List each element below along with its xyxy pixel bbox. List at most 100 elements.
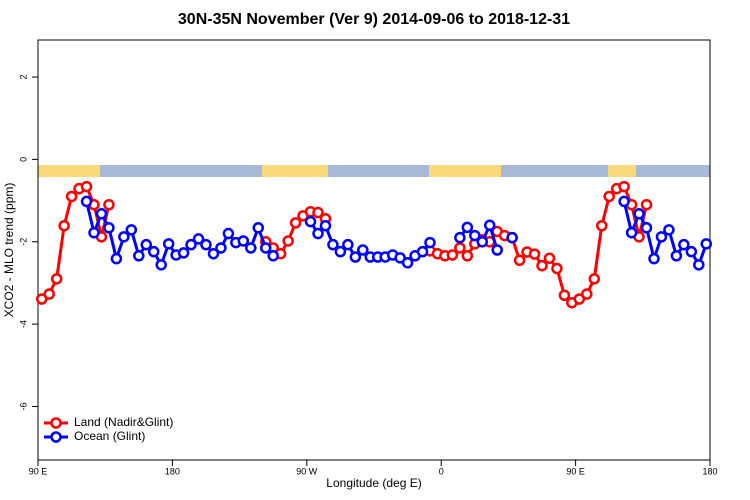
y-tick-label: -6 [18, 402, 28, 410]
point [259, 242, 272, 254]
point [670, 250, 683, 262]
point [80, 180, 93, 193]
point [319, 219, 332, 232]
point [58, 219, 70, 232]
point [595, 219, 608, 232]
surface-band [38, 165, 710, 177]
point [110, 252, 123, 265]
point [424, 236, 436, 249]
point [35, 293, 48, 305]
point [133, 250, 145, 262]
point [312, 206, 324, 219]
point [43, 288, 55, 300]
point [543, 252, 556, 264]
point [648, 252, 660, 265]
point [678, 238, 690, 251]
point [469, 229, 481, 242]
point [618, 180, 630, 193]
point [177, 247, 190, 259]
point [588, 273, 601, 285]
x-tick-label: 90 E [566, 466, 585, 476]
point [289, 217, 302, 229]
point [207, 247, 220, 260]
point [655, 231, 668, 243]
chart-title: 30N-35N November (Ver 9) 2014-09-06 to 2… [178, 11, 570, 28]
x-tick-label: 90 W [296, 466, 318, 476]
point [200, 238, 212, 251]
point [551, 262, 563, 275]
y-tick-label: 2 [18, 75, 28, 80]
point [513, 254, 526, 267]
point [65, 190, 78, 203]
point [700, 238, 713, 250]
point [50, 273, 63, 285]
point [103, 222, 115, 234]
ocean-band [38, 165, 710, 177]
point [95, 208, 108, 220]
legend-label: Ocean (Glint) [74, 429, 145, 443]
point [103, 198, 115, 211]
point [640, 222, 653, 234]
point [603, 190, 615, 203]
plot-frame [37, 39, 711, 461]
y-tick-label: -2 [18, 238, 28, 246]
land-band [262, 165, 328, 177]
point [461, 221, 474, 234]
point [454, 231, 466, 244]
x-tick-label: 180 [702, 466, 717, 476]
x-tick-label: 0 [439, 466, 444, 476]
point [536, 259, 548, 272]
point [618, 195, 630, 208]
point [558, 289, 571, 302]
point [506, 231, 518, 244]
point [192, 233, 205, 245]
y-tick-label: -4 [18, 320, 28, 328]
point [342, 238, 354, 251]
land-band [429, 165, 501, 177]
point [125, 224, 138, 236]
legend-label: Land (Nadir&Glint) [74, 415, 173, 429]
point [401, 257, 414, 269]
land-band [608, 165, 636, 177]
legend-marker [50, 417, 62, 429]
point [88, 226, 100, 239]
point [327, 238, 339, 251]
point [312, 227, 324, 240]
point [357, 244, 369, 256]
point [162, 238, 175, 250]
point [252, 222, 265, 234]
point [685, 245, 698, 258]
point [282, 235, 294, 247]
point [454, 242, 466, 254]
point [416, 245, 429, 258]
point [640, 198, 653, 211]
point [80, 195, 93, 208]
point [461, 250, 474, 262]
point [304, 215, 317, 228]
point [245, 242, 257, 254]
point [394, 252, 406, 264]
point [267, 250, 279, 262]
point [222, 227, 235, 240]
point [693, 259, 705, 271]
point [185, 238, 197, 251]
point [147, 245, 160, 258]
point [528, 248, 541, 260]
point [334, 245, 347, 258]
point [663, 224, 675, 236]
point [625, 226, 638, 239]
x-tick-label: 90 E [29, 466, 48, 476]
point [215, 242, 227, 254]
point [446, 249, 459, 261]
y-axis-label: XCO2 - MLO trend (ppm) [2, 183, 16, 318]
point [491, 244, 503, 256]
point [483, 219, 496, 232]
point [633, 208, 645, 220]
point [140, 238, 153, 251]
land-band [38, 165, 100, 177]
point [476, 236, 489, 248]
point [349, 251, 362, 263]
point [581, 288, 593, 300]
legend-marker [50, 431, 62, 443]
